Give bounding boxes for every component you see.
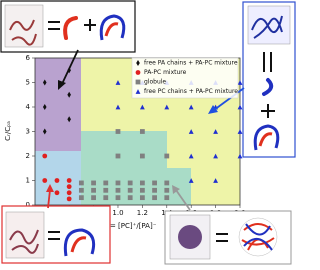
legend: free PA chains + PA-PC mixture PA-PC mixt…	[131, 57, 239, 99]
point	[188, 178, 194, 183]
legend-marker	[136, 60, 140, 66]
point	[237, 129, 243, 134]
point	[54, 190, 60, 196]
region-blue	[35, 151, 81, 205]
chart: Cᵣ/Cₚₐ x = [PC]⁺/[PA]⁻ 01234560.40.60.81…	[0, 0, 296, 265]
point	[42, 79, 47, 86]
point	[164, 104, 170, 110]
legend-marker	[135, 79, 141, 85]
arrows	[46, 49, 245, 211]
point	[115, 80, 121, 85]
y-tick-label: 3	[26, 128, 30, 136]
point	[42, 153, 48, 159]
point	[164, 180, 170, 186]
x-axis-label: x = [PC]⁺/[PA]⁻	[104, 222, 157, 230]
point	[42, 104, 47, 110]
point	[103, 187, 109, 193]
point	[237, 104, 243, 110]
x-tick-label: 1.0	[112, 209, 123, 217]
point	[115, 153, 121, 159]
point	[78, 180, 84, 186]
point	[213, 153, 218, 159]
region-teal	[81, 131, 191, 205]
legend-marker	[135, 89, 141, 94]
point	[139, 153, 145, 159]
region-purple	[35, 58, 81, 151]
point	[66, 178, 72, 183]
point	[213, 178, 218, 183]
point	[54, 178, 60, 183]
point	[67, 91, 71, 98]
inset-bottom-left	[1, 205, 111, 264]
point	[139, 104, 145, 110]
legend-marker	[135, 70, 141, 75]
point	[164, 195, 170, 201]
point	[237, 80, 243, 85]
point	[164, 153, 170, 159]
point	[115, 187, 121, 193]
point	[115, 129, 121, 134]
point	[91, 180, 96, 186]
point	[42, 178, 48, 183]
point	[66, 190, 72, 196]
x-tick-label: 1.2	[137, 209, 148, 217]
point	[237, 153, 243, 159]
point	[188, 104, 194, 110]
inset-bottom-right	[164, 210, 292, 265]
point	[127, 187, 133, 193]
point	[188, 129, 194, 134]
point	[152, 195, 157, 201]
point	[103, 180, 109, 186]
point	[78, 195, 84, 201]
y-tick-label: 0	[26, 201, 30, 209]
legend-label: PA-PC mixture	[144, 69, 187, 76]
point	[213, 129, 218, 134]
point	[66, 184, 72, 190]
point	[115, 180, 121, 186]
point	[139, 195, 145, 201]
point	[127, 195, 133, 201]
legend-box	[131, 57, 239, 99]
point	[78, 187, 84, 193]
inset-top-left	[0, 0, 136, 53]
y-tick-label: 6	[26, 54, 31, 62]
point	[66, 196, 72, 202]
point	[127, 180, 133, 186]
point	[91, 187, 96, 193]
y-tick-label: 1	[26, 177, 30, 185]
y-tick-label: 2	[26, 152, 30, 160]
point	[42, 128, 47, 135]
point	[91, 195, 96, 201]
inset-right	[242, 1, 296, 158]
y-tick-label: 5	[26, 79, 30, 87]
legend-label: globule	[144, 79, 166, 86]
point	[164, 187, 170, 193]
point	[188, 153, 194, 159]
point	[139, 187, 145, 193]
y-tick-label: 4	[26, 103, 31, 111]
point	[152, 187, 157, 193]
point	[115, 195, 121, 201]
legend-label: free PC chains + PA-PC mixture	[144, 88, 238, 95]
point	[152, 180, 157, 186]
point	[103, 195, 109, 201]
y-axis-label: Cᵣ/Cₚₐ	[4, 121, 12, 141]
point	[139, 129, 145, 134]
point	[115, 104, 121, 110]
point	[139, 180, 145, 186]
point	[67, 116, 71, 123]
legend-label: free PA chains + PA-PC mixture	[144, 60, 238, 67]
